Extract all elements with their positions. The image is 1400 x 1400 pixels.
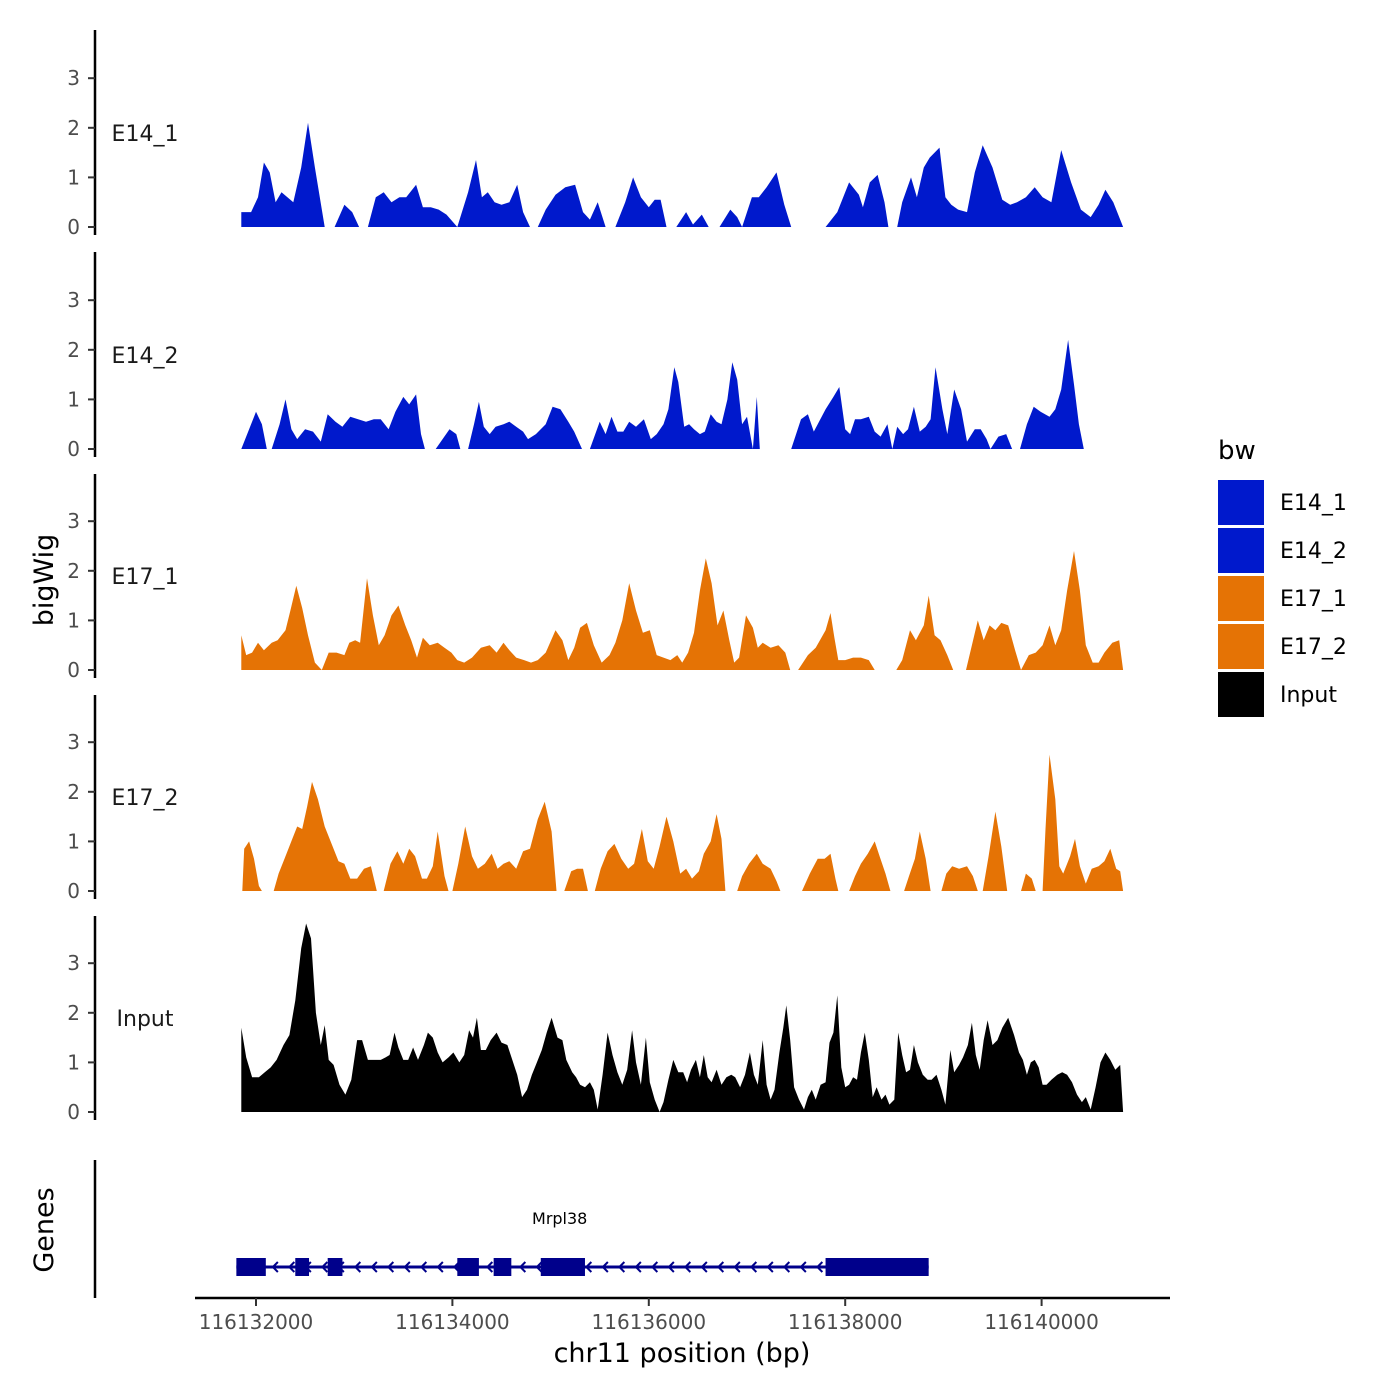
y-tick-label: 3 [67, 951, 80, 975]
strand-arrow-icon [634, 1261, 642, 1273]
y-tick-label: 3 [67, 288, 80, 312]
legend-title: bw [1218, 436, 1256, 466]
strand-arrow-icon [518, 1261, 527, 1273]
gene-track-label: Genes [29, 1187, 60, 1272]
track-E14_2: 0 1 2 3 E14_2 [67, 252, 1084, 461]
strand-arrow-icon [782, 1261, 791, 1273]
y-tick-label: 2 [67, 780, 80, 804]
y-tick-label: 1 [67, 387, 80, 411]
signal-area [242, 754, 1124, 891]
signal-area [241, 339, 1084, 449]
signal-area [241, 551, 1124, 670]
strand-arrow-icon [353, 1261, 362, 1273]
y-tick-label: 3 [67, 509, 80, 533]
y-tick-label: 1 [67, 608, 80, 632]
x-tick-label: 116136000 [592, 1310, 707, 1334]
legend-key [1218, 624, 1264, 669]
strand-arrow-icon [485, 1261, 494, 1273]
gene-exon [457, 1258, 479, 1276]
strand-arrow-icon [419, 1261, 428, 1273]
signal-area [241, 122, 1124, 227]
gene-exon [493, 1258, 512, 1276]
legend-label: E14_1 [1280, 491, 1347, 516]
gene-exon [327, 1258, 343, 1276]
x-axis-title: chr11 position (bp) [554, 1338, 811, 1369]
gene-track: Genes Mrpl38 [29, 1160, 929, 1298]
strand-arrow-icon [716, 1261, 725, 1273]
track-Input: 0 1 2 3 Input [67, 916, 1124, 1124]
track-label: E14_1 [112, 122, 179, 147]
track-label: E17_1 [112, 565, 179, 590]
strand-arrow-icon [766, 1261, 774, 1273]
strand-arrow-icon [535, 1261, 543, 1273]
track-E17_1: 0 1 2 3 E17_1 [67, 474, 1124, 682]
strand-arrow-icon [617, 1261, 626, 1273]
x-tick-label: 116134000 [395, 1310, 510, 1334]
strand-arrow-icon [271, 1261, 279, 1273]
track-label: E17_2 [112, 786, 179, 811]
track-label: E14_2 [112, 344, 179, 369]
strand-arrow-icon [386, 1261, 395, 1273]
strand-arrow-icon [799, 1261, 807, 1273]
gene-exon [825, 1258, 929, 1276]
y-tick-label: 1 [67, 829, 80, 853]
y-tick-label: 2 [67, 338, 80, 362]
legend-key [1218, 480, 1264, 525]
gene-name-label: Mrpl38 [532, 1209, 587, 1228]
legend-key [1218, 672, 1264, 717]
y-tick-label: 0 [67, 879, 80, 903]
strand-arrow-icon [815, 1261, 824, 1273]
strand-arrow-icon [370, 1261, 378, 1273]
track-label: Input [117, 1007, 174, 1032]
y-tick-label: 2 [67, 559, 80, 583]
strand-arrow-icon [287, 1261, 296, 1273]
strand-arrow-icon [733, 1261, 741, 1273]
y-tick-label: 0 [67, 215, 80, 239]
legend-label: E14_2 [1280, 539, 1347, 564]
strand-arrow-icon [700, 1261, 708, 1273]
y-tick-label: 0 [67, 437, 80, 461]
strand-arrow-icon [683, 1261, 692, 1273]
legend-label: E17_1 [1280, 587, 1347, 612]
y-tick-label: 1 [67, 165, 80, 189]
legend-label: Input [1280, 683, 1337, 708]
legend-key [1218, 528, 1264, 573]
x-tick-label: 116140000 [984, 1310, 1099, 1334]
y-tick-label: 1 [67, 1050, 80, 1074]
legend-key [1218, 576, 1264, 621]
track-E14_1: 0 1 2 3 E14_1 [67, 30, 1124, 239]
x-axis: chr11 position (bp) 116132000 116134000 11… [195, 1296, 1170, 1369]
signal-area [241, 923, 1124, 1112]
strand-arrow-icon [403, 1261, 411, 1273]
y-axis-title: bigWig [29, 534, 60, 627]
gene-exon [540, 1258, 585, 1276]
y-tick-label: 3 [67, 66, 80, 90]
signal-tracks: 0 1 2 3 E14_1 0 1 2 3 E14_2 0 1 2 3 E17_1 0 1 2 3 E17_2 0 1 2 3… [67, 30, 1124, 1124]
y-tick-label: 0 [67, 658, 80, 682]
strand-arrow-icon [584, 1261, 593, 1273]
gene-exon [236, 1258, 266, 1276]
x-tick-label: 116132000 [199, 1310, 314, 1334]
y-tick-label: 2 [67, 116, 80, 140]
strand-arrow-icon [320, 1261, 329, 1273]
track-E17_2: 0 1 2 3 E17_2 [67, 695, 1124, 903]
strand-arrow-icon [601, 1261, 609, 1273]
x-tick-label: 116138000 [788, 1310, 903, 1334]
legend-label: E17_2 [1280, 635, 1347, 660]
y-tick-label: 3 [67, 730, 80, 754]
strand-arrow-icon [749, 1261, 758, 1273]
strand-arrow-icon [436, 1261, 444, 1273]
gene-exon [295, 1258, 310, 1276]
y-tick-label: 2 [67, 1001, 80, 1025]
y-tick-label: 0 [67, 1100, 80, 1124]
legend: bw E14_1 E14_2 E17_1 E17_2 Input [1218, 436, 1347, 717]
strand-arrow-icon [650, 1261, 659, 1273]
strand-arrow-icon [667, 1261, 675, 1273]
